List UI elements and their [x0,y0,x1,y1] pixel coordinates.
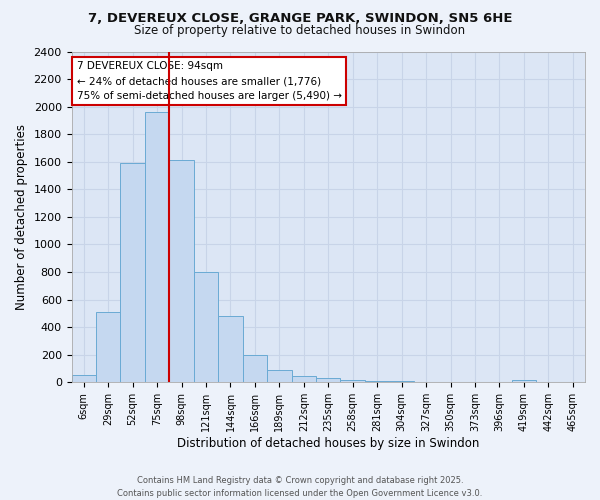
Bar [512,380,536,382]
Y-axis label: Number of detached properties: Number of detached properties [15,124,28,310]
Bar [121,163,145,382]
Bar [316,378,340,382]
Bar [145,112,169,382]
Bar [340,380,365,382]
Bar [365,381,389,382]
Bar [242,356,267,382]
Bar [389,381,414,382]
Text: Size of property relative to detached houses in Swindon: Size of property relative to detached ho… [134,24,466,37]
Bar [96,312,121,382]
X-axis label: Distribution of detached houses by size in Swindon: Distribution of detached houses by size … [177,437,479,450]
Text: 7 DEVEREUX CLOSE: 94sqm
← 24% of detached houses are smaller (1,776)
75% of semi: 7 DEVEREUX CLOSE: 94sqm ← 24% of detache… [77,62,341,101]
Text: Contains HM Land Registry data © Crown copyright and database right 2025.
Contai: Contains HM Land Registry data © Crown c… [118,476,482,498]
Bar [267,370,292,382]
Text: 7, DEVEREUX CLOSE, GRANGE PARK, SWINDON, SN5 6HE: 7, DEVEREUX CLOSE, GRANGE PARK, SWINDON,… [88,12,512,26]
Bar [169,160,194,382]
Bar [218,316,242,382]
Bar [71,375,96,382]
Bar [194,272,218,382]
Bar [292,376,316,382]
